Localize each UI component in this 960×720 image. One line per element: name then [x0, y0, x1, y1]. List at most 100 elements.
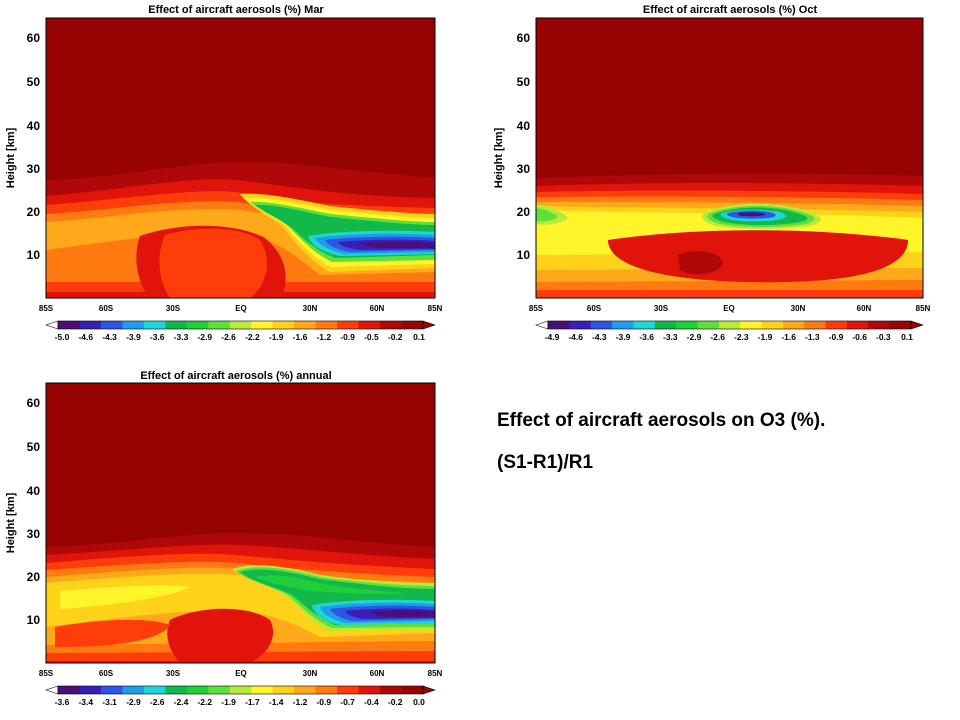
- y-tick: 60: [27, 31, 41, 45]
- colorbar-tick-label: -3.9: [126, 332, 141, 342]
- plot-frame: [535, 17, 924, 299]
- colorbar-tick-label: -1.7: [245, 697, 260, 707]
- colorbar-tick-label: -1.2: [293, 697, 308, 707]
- colorbar-swatch: [100, 321, 123, 329]
- colorbar-max-arrow: [910, 320, 924, 330]
- colorbar-swatch: [122, 686, 145, 694]
- colorbar-swatch: [100, 686, 123, 694]
- colorbar-swatch: [208, 321, 231, 329]
- plot-frame: [45, 17, 436, 299]
- colorbar-tick-label: -0.4: [364, 697, 379, 707]
- colorbar-tick-label: -3.3: [174, 332, 189, 342]
- colorbar-swatch: [380, 321, 402, 329]
- panel-oct: Effect of aircraft aerosols (%) Oct Heig…: [488, 0, 948, 350]
- colorbar-tick-label: -2.6: [150, 697, 165, 707]
- y-tick: 50: [517, 75, 531, 89]
- colorbar-tick-label: -4.3: [102, 332, 117, 342]
- x-tick: 85S: [39, 304, 54, 313]
- colorbar-tick-label: -0.9: [340, 332, 355, 342]
- x-tick: 85S: [39, 669, 54, 678]
- colorbar-swatch: [676, 321, 698, 329]
- x-tick: 60S: [587, 304, 602, 313]
- y-tick: 20: [517, 205, 531, 219]
- x-tick: 85N: [428, 669, 443, 678]
- colorbar-swatch: [272, 321, 295, 329]
- contour-band: [360, 242, 435, 249]
- colorbar-swatch: [229, 686, 252, 694]
- colorbar-tick-label: -0.3: [876, 332, 891, 342]
- x-tick: 60S: [99, 304, 114, 313]
- plot-frame: [45, 382, 436, 664]
- colorbar-tick-label: -0.7: [340, 697, 355, 707]
- x-tick: 60N: [370, 304, 385, 313]
- contour-field: [536, 173, 923, 298]
- colorbar-swatch: [697, 321, 720, 329]
- y-tick: 10: [27, 248, 41, 262]
- colorbar-swatch: [718, 321, 741, 329]
- colorbar-swatch: [401, 321, 424, 329]
- colorbar-swatch: [654, 321, 677, 329]
- colorbar-swatch: [761, 321, 784, 329]
- colorbar-swatch: [315, 686, 338, 694]
- y-tick: 40: [27, 484, 41, 498]
- colorbar-tick-label: -4.6: [78, 332, 93, 342]
- x-axis: 85S 60S 30S EQ 30N 60N 85N: [39, 669, 443, 678]
- x-tick: 30N: [791, 304, 806, 313]
- colorbar-tick-label: 0.0: [413, 697, 425, 707]
- contour-band: [255, 575, 405, 594]
- colorbar-tick-label: -1.9: [758, 332, 773, 342]
- colorbar-swatch: [590, 321, 613, 329]
- chart-title: Effect of aircraft aerosols (%) Mar: [148, 4, 324, 16]
- colorbar-swatch: [165, 321, 188, 329]
- y-tick: 60: [27, 396, 41, 410]
- colorbar-tick-label: -0.5: [364, 332, 379, 342]
- colorbar: -4.9 -4.6 -4.3 -3.9 -3.6 -3.3 -2.9 -2.6 -2.3 -1.9…: [535, 320, 924, 342]
- colorbar-swatch: [401, 686, 424, 694]
- caption: Effect of aircraft aerosols on O3 (%). (…: [497, 406, 897, 490]
- contour-band: [737, 212, 766, 217]
- colorbar-swatch: [380, 686, 402, 694]
- heatmap-oct: Effect of aircraft aerosols (%) Oct Heig…: [493, 4, 931, 342]
- x-tick: 30S: [166, 304, 181, 313]
- y-tick: 40: [27, 119, 41, 133]
- y-axis: Height [km] 10 20 30 40 50 60: [493, 31, 530, 262]
- colorbar-swatch: [740, 321, 762, 329]
- colorbar-swatch: [846, 321, 869, 329]
- colorbar-swatch: [251, 686, 274, 694]
- colorbar: -3.6 -3.4 -3.1 -2.9 -2.6 -2.4 -2.2 -1.9 -1.7 -1.4…: [45, 685, 436, 707]
- colorbar-min-arrow: [45, 685, 59, 695]
- colorbar-swatch: [825, 321, 848, 329]
- colorbar-swatch: [79, 321, 102, 329]
- colorbar-tick-label: -2.2: [197, 697, 212, 707]
- colorbar-swatch: [782, 321, 805, 329]
- contour-field: [46, 162, 435, 298]
- colorbar-swatch: [186, 686, 209, 694]
- colorbar-tick-label: -4.9: [545, 332, 560, 342]
- y-tick: 50: [27, 440, 41, 454]
- colorbar-swatch: [337, 321, 359, 329]
- y-tick: 60: [517, 31, 531, 45]
- colorbar-tick-label: -2.9: [197, 332, 212, 342]
- colorbar-tick-label: -3.6: [639, 332, 654, 342]
- colorbar-max-arrow: [422, 320, 436, 330]
- colorbar-swatch: [143, 321, 166, 329]
- colorbar-frame: [57, 685, 424, 695]
- colorbar-tick-label: -2.2: [245, 332, 260, 342]
- colorbar-frame: [547, 320, 912, 330]
- colorbar-tick-label: -1.9: [269, 332, 284, 342]
- colorbar-tick-label: -2.9: [126, 697, 141, 707]
- colorbar-tick-label: -1.3: [805, 332, 820, 342]
- colorbar-swatch: [889, 321, 912, 329]
- colorbar-tick-label: -0.6: [852, 332, 867, 342]
- colorbar-swatch: [294, 321, 317, 329]
- heatmap-mar: Effect of aircraft aerosols (%) Mar Heig…: [5, 4, 443, 342]
- colorbar-tick-label: 0.1: [413, 332, 425, 342]
- x-tick: 60N: [857, 304, 872, 313]
- colorbar-swatch: [122, 321, 145, 329]
- colorbar-frame: [57, 320, 424, 330]
- colorbar-tick-label: -3.6: [55, 697, 70, 707]
- colorbar-tick-label: -1.6: [781, 332, 796, 342]
- contour-band: [60, 585, 190, 609]
- y-axis: Height [km] 10 20 30 40 50 60: [5, 396, 40, 627]
- colorbar-tick-label: -5.0: [55, 332, 70, 342]
